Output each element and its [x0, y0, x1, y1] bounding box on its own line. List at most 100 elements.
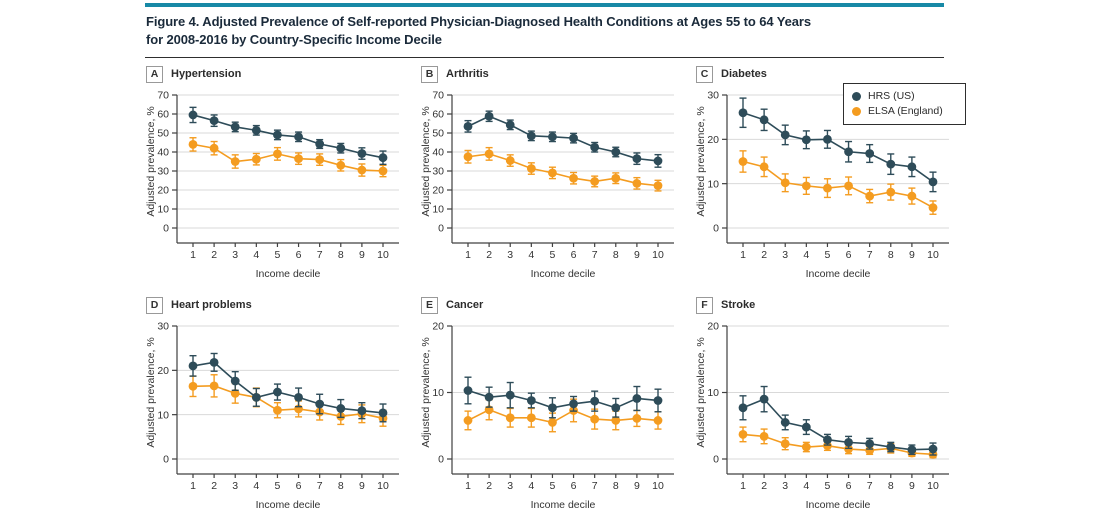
- panel-stroke: F Stroke 0 10 20 1 2 3 4 5 6 7 8 9 10 Income decile Ad…: [695, 296, 970, 516]
- legend-label-elsa: ELSA (England): [868, 104, 943, 117]
- svg-text:Income decile: Income decile: [806, 268, 871, 280]
- svg-text:2: 2: [211, 249, 217, 261]
- figure-title-line2: for 2008-2016 by Country-Specific Income…: [146, 32, 442, 48]
- svg-text:9: 9: [634, 480, 640, 492]
- panel-header: A Hypertension: [146, 65, 420, 83]
- stroke-chart: 0 10 20 1 2 3 4 5 6 7 8 9 10 Income decile Adjusted pr…: [695, 321, 949, 511]
- svg-text:7: 7: [317, 480, 323, 492]
- svg-text:9: 9: [909, 480, 915, 492]
- svg-text:8: 8: [888, 249, 894, 261]
- series-hrs-us-: [463, 110, 663, 168]
- svg-text:10: 10: [157, 204, 169, 216]
- svg-text:5: 5: [550, 480, 556, 492]
- svg-text:1: 1: [740, 480, 746, 492]
- panel-diabetes: C Diabetes 0 10 20 30 1 2 3 4 5 6 7 8 9 10 Income deci…: [695, 65, 970, 285]
- svg-text:30: 30: [432, 166, 444, 178]
- series-elsa-england-: [738, 150, 938, 215]
- svg-text:10: 10: [707, 387, 719, 399]
- svg-text:2: 2: [211, 480, 217, 492]
- svg-text:5: 5: [275, 249, 281, 261]
- svg-text:3: 3: [507, 480, 513, 492]
- svg-text:2: 2: [761, 480, 767, 492]
- series-elsa-england-: [463, 146, 663, 192]
- panel-letter-badge: A: [146, 65, 163, 83]
- series-elsa-england-: [188, 136, 388, 178]
- svg-text:1: 1: [465, 480, 471, 492]
- svg-text:9: 9: [909, 249, 915, 261]
- svg-text:8: 8: [613, 249, 619, 261]
- svg-text:0: 0: [438, 223, 444, 235]
- svg-text:0: 0: [163, 454, 169, 466]
- panel-letter-badge: B: [421, 65, 438, 83]
- svg-text:3: 3: [782, 249, 788, 261]
- series-hrs-us-: [463, 376, 663, 419]
- svg-text:7: 7: [867, 249, 873, 261]
- panel-header: B Arthritis: [421, 65, 695, 83]
- diabetes-chart: 0 10 20 30 1 2 3 4 5 6 7 8 9 10 Income decile Adjusted …: [695, 90, 949, 280]
- svg-text:Adjusted prevalence, %: Adjusted prevalence, %: [695, 106, 707, 216]
- hypertension-chart: 0 10 20 30 40 50 60 70 1 2 3 4 5 6 7 8 9 10 Income decile A…: [145, 90, 399, 280]
- svg-text:9: 9: [634, 249, 640, 261]
- svg-text:3: 3: [232, 249, 238, 261]
- series-elsa-england-: [738, 426, 938, 459]
- svg-text:4: 4: [253, 249, 259, 261]
- series-elsa-england-: [188, 373, 388, 427]
- svg-text:20: 20: [157, 185, 169, 197]
- svg-text:10: 10: [652, 480, 664, 492]
- svg-text:0: 0: [713, 223, 719, 235]
- svg-text:6: 6: [846, 249, 852, 261]
- svg-text:70: 70: [157, 90, 169, 102]
- svg-text:Adjusted prevalence, %: Adjusted prevalence, %: [145, 337, 157, 447]
- title-divider: [145, 56, 944, 58]
- svg-text:4: 4: [528, 480, 534, 492]
- svg-text:Income decile: Income decile: [256, 499, 321, 511]
- svg-text:9: 9: [359, 480, 365, 492]
- panel-header: D Heart problems: [146, 296, 420, 314]
- svg-text:0: 0: [163, 223, 169, 235]
- svg-text:7: 7: [592, 249, 598, 261]
- svg-text:10: 10: [377, 249, 389, 261]
- svg-text:10: 10: [707, 178, 719, 190]
- svg-text:30: 30: [707, 90, 719, 102]
- svg-text:0: 0: [713, 454, 719, 466]
- svg-text:Income decile: Income decile: [531, 268, 596, 280]
- svg-text:20: 20: [432, 185, 444, 197]
- series-elsa-england-: [463, 398, 663, 433]
- svg-text:1: 1: [190, 480, 196, 492]
- svg-text:3: 3: [232, 480, 238, 492]
- svg-text:10: 10: [432, 204, 444, 216]
- svg-text:10: 10: [432, 387, 444, 399]
- svg-text:9: 9: [359, 249, 365, 261]
- series-hrs-us-: [738, 97, 938, 193]
- svg-text:0: 0: [438, 454, 444, 466]
- svg-text:8: 8: [338, 480, 344, 492]
- chart-legend: HRS (US) ELSA (England): [843, 82, 966, 125]
- svg-text:8: 8: [613, 480, 619, 492]
- panel-title: Cancer: [446, 299, 484, 312]
- svg-text:60: 60: [432, 109, 444, 121]
- panel-title: Hypertension: [171, 68, 242, 81]
- panel-letter-badge: F: [696, 296, 713, 314]
- figure-4: Figure 4. Adjusted Prevalence of Self-re…: [145, 0, 975, 516]
- svg-text:6: 6: [571, 480, 577, 492]
- series-hrs-us-: [188, 352, 388, 423]
- svg-text:6: 6: [846, 480, 852, 492]
- svg-text:10: 10: [377, 480, 389, 492]
- svg-text:2: 2: [486, 480, 492, 492]
- svg-text:50: 50: [432, 128, 444, 140]
- svg-text:4: 4: [803, 249, 809, 261]
- panel-header: C Diabetes: [696, 65, 970, 83]
- svg-text:7: 7: [592, 480, 598, 492]
- panel-letter-badge: E: [421, 296, 438, 314]
- svg-text:6: 6: [296, 249, 302, 261]
- svg-text:Adjusted prevalence, %: Adjusted prevalence, %: [420, 337, 432, 447]
- svg-text:Adjusted prevalence, %: Adjusted prevalence, %: [420, 106, 432, 216]
- panel-title: Arthritis: [446, 68, 489, 81]
- legend-item-elsa: ELSA (England): [852, 104, 956, 119]
- svg-text:6: 6: [296, 480, 302, 492]
- svg-text:20: 20: [707, 321, 719, 333]
- svg-text:10: 10: [652, 249, 664, 261]
- svg-text:8: 8: [888, 480, 894, 492]
- svg-text:8: 8: [338, 249, 344, 261]
